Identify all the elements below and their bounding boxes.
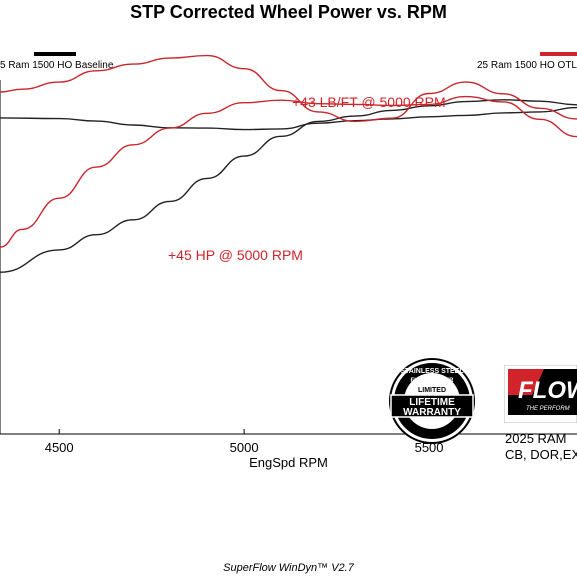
legend-label-modified: 25 Ram 1500 HO OTL <box>476 60 577 71</box>
badge-limited-text: LIMITED <box>418 387 446 394</box>
lifetime-warranty-badge: STAINLESS STEEL FLOWMASTER LIMITED LIFET… <box>389 358 475 444</box>
chart-title: STP Corrected Wheel Power vs. RPM <box>130 2 447 22</box>
hp-gain-annotation: +45 HP @ 5000 RPM <box>168 247 303 263</box>
x-axis-label: EngSpd RPM <box>249 455 328 470</box>
series-line-2 <box>0 99 577 273</box>
legend-swatch-baseline <box>34 52 76 56</box>
flowmaster-logo: FLOW THE PERFORM <box>504 365 577 423</box>
x-axis-ticks <box>58 429 430 434</box>
x-tick-label-5000: 5000 <box>229 440 259 455</box>
badge-lifetime-text: LIFETIME <box>409 397 455 408</box>
series-line-1 <box>0 106 577 131</box>
logo-brand-text: FLOW <box>518 377 577 404</box>
torque-gain-annotation: +43 LB/FT @ 5000 RPM <box>292 94 446 110</box>
badge-warranty-text: WARRANTY <box>403 407 461 418</box>
vehicle-line-1: 2025 RAM <box>505 431 567 446</box>
series-line-3 <box>0 54 577 123</box>
badge-top-text: STAINLESS STEEL <box>400 368 464 375</box>
series-layer <box>0 54 577 273</box>
badge-brand-text: FLOWMASTER <box>411 378 455 384</box>
vehicle-info: 2025 RAM CB, DOR,EX <box>505 431 577 463</box>
vehicle-line-2: CB, DOR,EX <box>505 447 577 462</box>
logo-tagline-text: THE PERFORM <box>526 406 570 412</box>
legend-label-baseline: 5 Ram 1500 HO Baseline <box>0 60 114 71</box>
series-line-4 <box>0 95 577 248</box>
software-credit: SuperFlow WinDyn™ V2.7 <box>223 562 354 574</box>
legend-swatch-modified <box>540 52 577 56</box>
x-tick-label-4500: 4500 <box>44 440 74 455</box>
